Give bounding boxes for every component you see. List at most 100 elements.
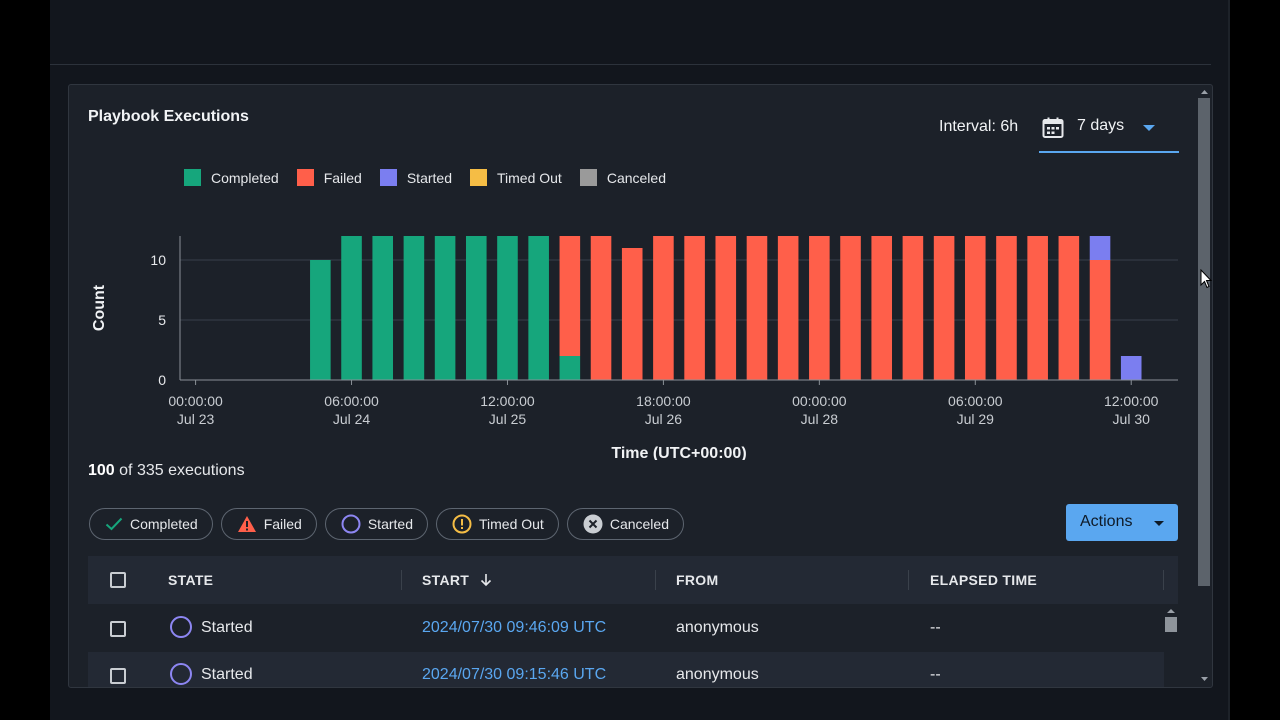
filter-chip-failed[interactable]: Failed: [220, 508, 317, 540]
table-scrollbar[interactable]: [1164, 605, 1178, 688]
window-edge: [1228, 0, 1230, 720]
legend-swatch: [184, 169, 201, 186]
x-axis-title: Time (UTC+00:00): [611, 445, 746, 460]
warning-icon: [237, 516, 256, 532]
filter-chip-canceled[interactable]: Canceled: [566, 508, 684, 540]
chevron-down-icon: [1154, 521, 1164, 526]
x-tick-date: Jul 26: [645, 411, 683, 427]
bar-failed[interactable]: [590, 236, 612, 380]
column-separator: [1163, 570, 1164, 590]
legend-label: Started: [406, 169, 452, 186]
bar-completed[interactable]: [559, 356, 581, 380]
column-separator: [908, 570, 909, 590]
x-tick-time: 06:00:00: [324, 393, 379, 409]
filter-chip-label: Started: [367, 516, 413, 532]
select-all-checkbox[interactable]: [110, 572, 126, 588]
table-row[interactable]: Started 2024/07/30 09:46:09 UTC anonymou…: [88, 605, 1164, 653]
x-tick-time: 12:00:00: [1104, 393, 1159, 409]
calendar-icon: [1042, 117, 1064, 138]
playbook-executions-panel: Playbook Executions Interval: 6h 7 days …: [68, 84, 1213, 688]
legend-item-started[interactable]: Started: [379, 169, 452, 186]
chart-legend: Completed Failed Started Timed Out Cance…: [184, 169, 684, 186]
bar-started[interactable]: [1120, 356, 1142, 380]
row-checkbox[interactable]: [110, 621, 126, 637]
bar-failed[interactable]: [684, 236, 705, 380]
bar-failed[interactable]: [809, 236, 830, 380]
bar-failed[interactable]: [1089, 260, 1111, 380]
panel-title: Playbook Executions: [88, 108, 249, 125]
bar-completed[interactable]: [528, 236, 549, 380]
executions-chart: 0 5 10 00:00:00 Jul 23 06:00:00 Jul 24 12:00:00…: [91, 236, 1178, 460]
table-row[interactable]: Started 2024/07/30 09:15:46 UTC anonymou…: [88, 652, 1164, 687]
legend-swatch: [379, 169, 397, 186]
legend-swatch: [579, 169, 597, 186]
bar-completed[interactable]: [434, 236, 456, 380]
x-tick-time: 06:00:00: [948, 393, 1003, 409]
bar-completed[interactable]: [497, 236, 518, 380]
row-elapsed: --: [930, 619, 941, 636]
bar-completed[interactable]: [465, 236, 487, 380]
filter-chip-timed-out[interactable]: Timed Out: [435, 508, 559, 540]
column-header-from[interactable]: FROM: [676, 572, 719, 588]
arrow-down-icon: [481, 574, 492, 587]
alert-circle-icon: [452, 514, 472, 534]
column-header-state[interactable]: STATE: [168, 572, 214, 588]
interval-label: Interval: 6h: [939, 118, 1019, 135]
bar-failed[interactable]: [559, 236, 581, 356]
legend-item-canceled[interactable]: Canceled: [579, 169, 666, 186]
bar-failed[interactable]: [840, 236, 861, 380]
bar-failed[interactable]: [996, 236, 1017, 380]
bar-failed[interactable]: [871, 236, 893, 380]
column-header-start[interactable]: START: [422, 572, 493, 588]
row-from: anonymous: [676, 619, 759, 636]
row-start-link[interactable]: 2024/07/30 09:46:09 UTC: [422, 619, 607, 636]
state-filter-chips: Completed Failed Started Timed Out: [89, 508, 692, 540]
actions-button[interactable]: Actions: [1066, 504, 1178, 541]
bar-failed[interactable]: [902, 236, 924, 380]
x-tick-time: 00:00:00: [168, 393, 223, 409]
bar-failed[interactable]: [746, 236, 768, 380]
legend-item-failed[interactable]: Failed: [296, 169, 362, 186]
row-from: anonymous: [676, 666, 759, 683]
bar-failed[interactable]: [777, 236, 799, 380]
cancel-circle-icon: [583, 514, 603, 534]
bar-failed[interactable]: [653, 236, 674, 380]
bar-failed[interactable]: [715, 236, 737, 380]
y-axis-title: Count: [91, 284, 108, 331]
y-tick-label: 5: [158, 312, 166, 328]
time-range-select[interactable]: 7 days: [1039, 107, 1179, 153]
legend-item-timed-out[interactable]: Timed Out: [469, 169, 562, 186]
filter-chip-label: Failed: [263, 516, 302, 532]
bar-failed[interactable]: [933, 236, 955, 380]
bar-completed[interactable]: [403, 236, 425, 380]
row-checkbox[interactable]: [110, 668, 126, 684]
bar-failed[interactable]: [1027, 236, 1048, 380]
legend-label: Completed: [211, 169, 279, 186]
bar-completed[interactable]: [372, 236, 394, 380]
executions-count: 100 of 335 executions: [88, 462, 245, 480]
executions-shown: 100: [88, 462, 115, 479]
executions-table: STATE START FROM ELAPSED TIME Started 20…: [88, 556, 1178, 688]
row-state: Started: [201, 666, 253, 683]
column-separator: [146, 570, 147, 590]
executions-summary: of 335 executions: [119, 462, 245, 479]
filter-chip-started[interactable]: Started: [324, 508, 428, 540]
bar-failed[interactable]: [621, 248, 643, 380]
column-header-elapsed-time[interactable]: ELAPSED TIME: [930, 572, 1038, 588]
header-divider: [50, 64, 1211, 65]
bar-started[interactable]: [1089, 236, 1111, 260]
filter-chip-label: Timed Out: [478, 516, 544, 532]
bar-failed[interactable]: [964, 236, 986, 380]
filter-chip-label: Completed: [130, 516, 198, 532]
x-tick-date: Jul 25: [489, 411, 527, 427]
started-state-icon: [170, 616, 192, 638]
chevron-down-icon: [1143, 125, 1155, 131]
filter-chip-completed[interactable]: Completed: [89, 508, 213, 540]
bar-completed[interactable]: [341, 236, 362, 380]
panel-scrollbar[interactable]: [1197, 85, 1212, 687]
row-elapsed: --: [930, 666, 941, 683]
bar-completed[interactable]: [310, 260, 331, 380]
legend-item-completed[interactable]: Completed: [184, 169, 279, 186]
bar-failed[interactable]: [1058, 236, 1080, 380]
row-start-link[interactable]: 2024/07/30 09:15:46 UTC: [422, 666, 607, 683]
